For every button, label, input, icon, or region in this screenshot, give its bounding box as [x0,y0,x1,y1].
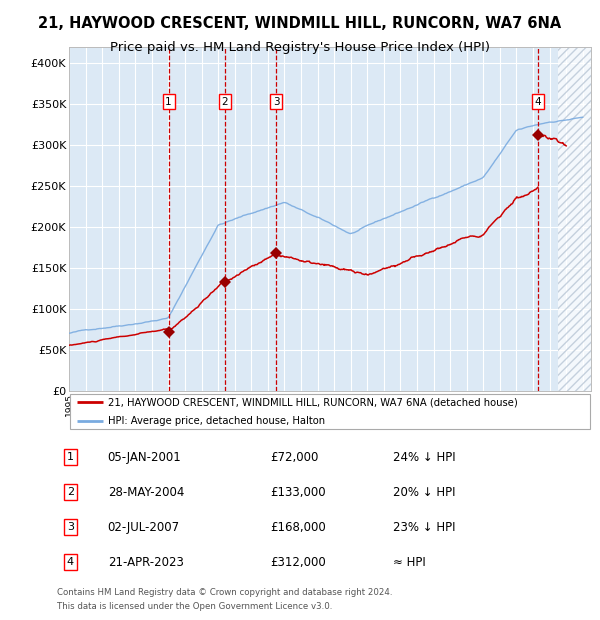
Text: 3: 3 [273,97,280,107]
Text: Price paid vs. HM Land Registry's House Price Index (HPI): Price paid vs. HM Land Registry's House … [110,41,490,53]
Text: Contains HM Land Registry data © Crown copyright and database right 2024.: Contains HM Land Registry data © Crown c… [57,588,392,596]
Text: 2: 2 [221,97,228,107]
Text: 24% ↓ HPI: 24% ↓ HPI [394,451,456,464]
Text: 4: 4 [535,97,541,107]
Text: 1: 1 [67,453,74,463]
Text: 23% ↓ HPI: 23% ↓ HPI [394,521,456,534]
Text: £133,000: £133,000 [271,486,326,498]
Bar [558,46,591,391]
Text: 21-APR-2023: 21-APR-2023 [108,556,184,569]
Text: 28-MAY-2004: 28-MAY-2004 [108,486,184,498]
Text: 3: 3 [67,522,74,532]
Text: HPI: Average price, detached house, Halton: HPI: Average price, detached house, Halt… [108,416,325,427]
Text: This data is licensed under the Open Government Licence v3.0.: This data is licensed under the Open Gov… [57,602,332,611]
Text: £72,000: £72,000 [271,451,319,464]
Text: £312,000: £312,000 [271,556,326,569]
Text: 05-JAN-2001: 05-JAN-2001 [108,451,181,464]
Text: 2: 2 [67,487,74,497]
Text: 20% ↓ HPI: 20% ↓ HPI [394,486,456,498]
Text: 21, HAYWOOD CRESCENT, WINDMILL HILL, RUNCORN, WA7 6NA: 21, HAYWOOD CRESCENT, WINDMILL HILL, RUN… [38,16,562,31]
Text: £168,000: £168,000 [271,521,326,534]
Bar [558,46,591,391]
Text: 4: 4 [67,557,74,567]
Text: ≈ HPI: ≈ HPI [394,556,426,569]
Text: 1: 1 [165,97,172,107]
Text: 02-JUL-2007: 02-JUL-2007 [108,521,180,534]
FancyBboxPatch shape [70,394,590,429]
Text: 21, HAYWOOD CRESCENT, WINDMILL HILL, RUNCORN, WA7 6NA (detached house): 21, HAYWOOD CRESCENT, WINDMILL HILL, RUN… [108,397,518,407]
